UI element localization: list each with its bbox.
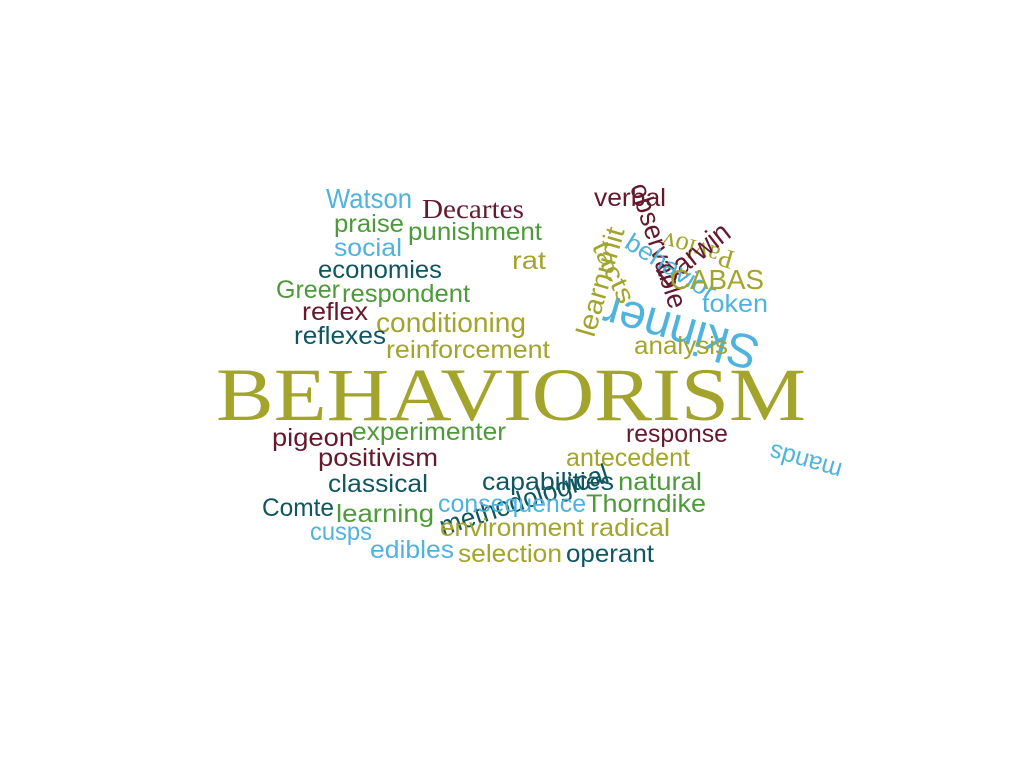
word-social: social	[334, 234, 403, 262]
word-capabilities: capabilities	[482, 468, 614, 496]
word-punishment: punishment	[408, 218, 542, 246]
word-reflex: reflex	[302, 298, 369, 326]
word-natural: natural	[618, 468, 703, 496]
word-cusps: cusps	[310, 518, 372, 546]
word-comte: Comte	[262, 494, 335, 522]
word-cabas: CABAS	[670, 264, 765, 295]
word-mands: mands	[766, 437, 846, 485]
word-thorndike: Thorndike	[586, 490, 706, 518]
word-antecedent: antecedent	[566, 444, 691, 472]
word-environment: environment	[440, 514, 585, 542]
word-pigeon: pigeon	[272, 424, 354, 452]
word-operant: operant	[566, 540, 655, 568]
word-behaviorism: BEHAVIORISM	[216, 354, 806, 437]
word-respondent: respondent	[342, 280, 471, 308]
word-rat: rat	[512, 247, 547, 275]
word-selection: selection	[458, 540, 562, 568]
word-radical: radical	[590, 514, 670, 542]
word-consequence: consequence	[438, 490, 587, 518]
word-response: response	[626, 420, 728, 448]
word-praise: praise	[334, 210, 404, 238]
word-reflexes: reflexes	[294, 322, 386, 350]
word-analysis: analysis	[634, 332, 729, 360]
word-classical: classical	[328, 470, 429, 498]
word-token: token	[702, 290, 769, 318]
word-watson: Watson	[326, 183, 413, 214]
word-reinforcement: reinforcement	[386, 336, 551, 364]
word-conditioning: conditioning	[376, 307, 527, 338]
word-edibles: edibles	[370, 536, 454, 564]
word-verbal: verbal	[594, 184, 667, 212]
word-learning: learning	[336, 500, 435, 528]
word-experimenter: experimenter	[352, 418, 507, 446]
word-decartes: Decartes	[422, 194, 524, 224]
word-positivism: positivism	[318, 444, 438, 472]
word-economies: economies	[318, 256, 443, 284]
word-greer: Greer	[276, 276, 341, 304]
